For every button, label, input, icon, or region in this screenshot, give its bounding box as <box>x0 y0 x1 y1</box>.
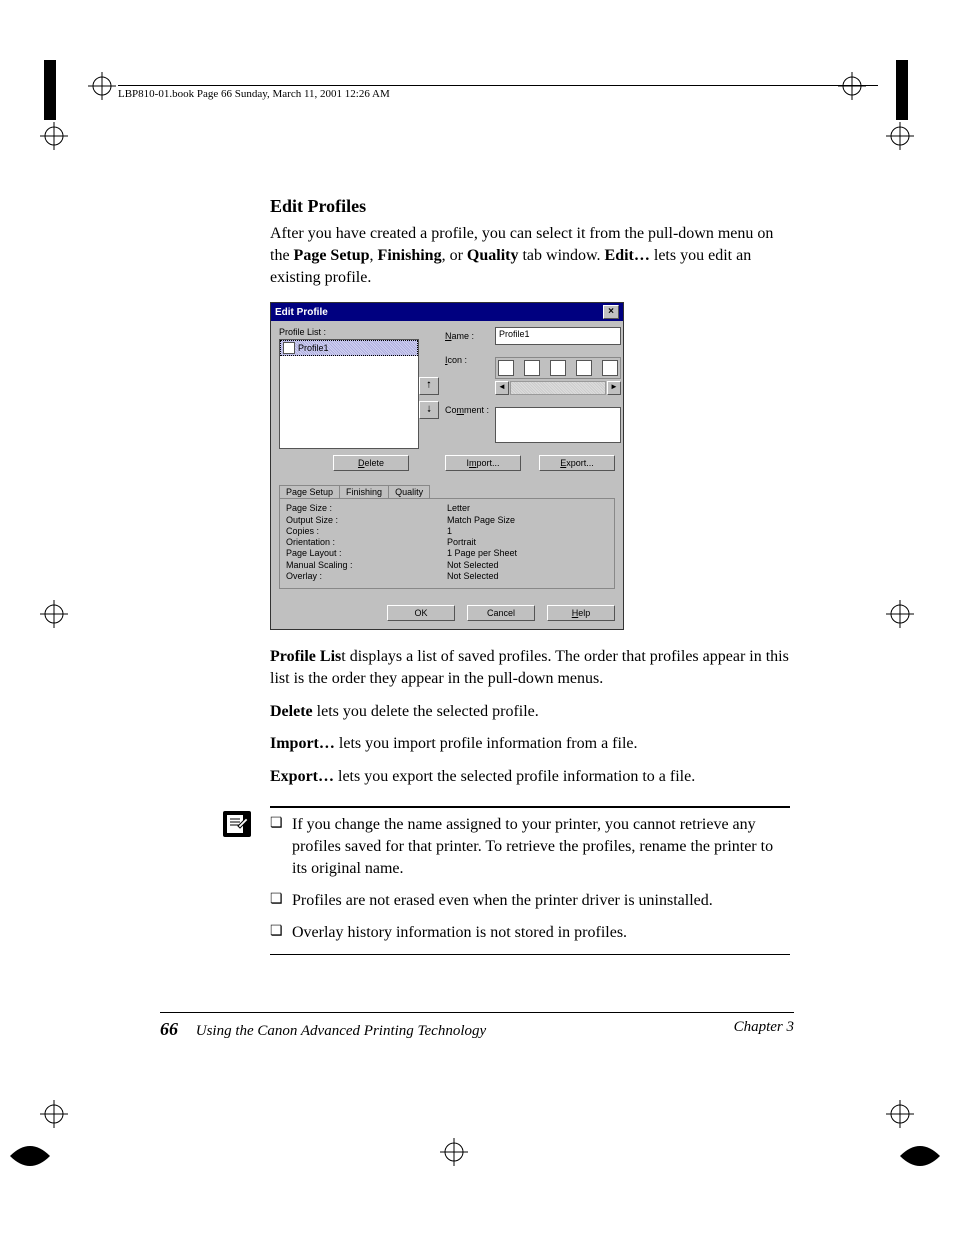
dialog-title: Edit Profile <box>275 307 328 318</box>
text: , <box>370 247 378 264</box>
header-text: LBP810-01.book Page 66 Sunday, March 11,… <box>118 88 390 100</box>
prop-value: Portrait <box>447 537 608 548</box>
icon-option[interactable] <box>550 360 566 376</box>
edit-profile-dialog: Edit Profile × Profile List : Profile1 ⭡ <box>270 302 624 630</box>
footer-left: Using the Canon Advanced Printing Techno… <box>196 1023 486 1039</box>
book-header: LBP810-01.book Page 66 Sunday, March 11,… <box>118 85 878 100</box>
text-bold: Import… <box>270 735 335 752</box>
text: lets you delete the selected profile. <box>313 703 539 720</box>
import-button[interactable]: Import... <box>445 455 521 471</box>
reg-mark-icon <box>838 72 866 100</box>
profile-list-label: Profile List : <box>279 327 419 337</box>
reg-mark-icon <box>88 72 116 100</box>
desc-delete: Delete lets you delete the selected prof… <box>270 701 790 723</box>
reg-mark-icon <box>886 1100 914 1128</box>
text: t displays a list of saved profiles. The… <box>270 648 789 687</box>
profile-list-item[interactable]: Profile1 <box>280 340 418 356</box>
profile-name: Profile1 <box>298 343 329 353</box>
scroll-right-icon[interactable]: ► <box>607 381 621 395</box>
page-content: Edit Profiles After you have created a p… <box>270 196 790 955</box>
intro-paragraph: After you have created a profile, you ca… <box>270 223 790 288</box>
prop-value: 1 <box>447 526 608 537</box>
page-footer: 66 Using the Canon Advanced Printing Tec… <box>160 1012 794 1040</box>
scroll-left-icon[interactable]: ◄ <box>495 381 509 395</box>
icon-option[interactable] <box>602 360 618 376</box>
text: lets you export the selected profile inf… <box>334 768 695 785</box>
notes-block: If you change the name assigned to your … <box>270 806 790 955</box>
page-number: 66 <box>160 1019 178 1039</box>
text-bold: Export… <box>270 768 334 785</box>
text-bold: Edit… <box>605 247 650 264</box>
reg-mark-icon <box>440 1138 468 1166</box>
text-bold: Profile Lis <box>270 648 341 665</box>
comment-input[interactable] <box>495 407 621 443</box>
prop-value: Match Page Size <box>447 515 608 526</box>
note-item: Overlay history information is not store… <box>292 922 790 944</box>
desc-import: Import… lets you import profile informat… <box>270 733 790 755</box>
prop-value: 1 Page per Sheet <box>447 548 608 559</box>
text: tab window. <box>518 247 604 264</box>
name-input[interactable]: Profile1 <box>495 327 621 345</box>
icon-picker[interactable] <box>495 357 621 379</box>
move-up-button[interactable]: ⭡ <box>419 377 439 395</box>
prop-label: Page Layout : <box>286 548 447 559</box>
binding-decor-icon <box>36 60 64 160</box>
icon-option[interactable] <box>576 360 592 376</box>
prop-value: Not Selected <box>447 571 608 582</box>
binding-decor-icon <box>888 60 916 160</box>
binding-decor-icon <box>10 1136 50 1176</box>
text-bold: Quality <box>467 247 519 264</box>
text: lets you import profile information from… <box>335 735 638 752</box>
desc-profile-list: Profile List displays a list of saved pr… <box>270 646 790 691</box>
profile-list[interactable]: Profile1 <box>279 339 419 449</box>
note-icon <box>222 810 252 838</box>
text-bold: Finishing <box>378 247 442 264</box>
reg-mark-icon <box>40 1100 68 1128</box>
prop-label: Copies : <box>286 526 447 537</box>
help-button[interactable]: Help <box>547 605 615 621</box>
footer-right: Chapter 3 <box>734 1019 794 1040</box>
prop-label: Page Size : <box>286 503 447 514</box>
prop-value: Letter <box>447 503 608 514</box>
text-bold: Page Setup <box>294 247 370 264</box>
properties-panel: Page Size : Output Size : Copies : Orien… <box>279 498 615 589</box>
document-icon <box>283 342 295 354</box>
note-item: Profiles are not erased even when the pr… <box>292 890 790 912</box>
close-icon[interactable]: × <box>603 305 619 319</box>
reg-mark-icon <box>40 600 68 628</box>
prop-value: Not Selected <box>447 560 608 571</box>
prop-label: Overlay : <box>286 571 447 582</box>
move-down-button[interactable]: ⭣ <box>419 401 439 419</box>
dialog-tabs: Page Setup Finishing Quality <box>279 485 615 498</box>
text: , or <box>442 247 467 264</box>
desc-export: Export… lets you export the selected pro… <box>270 766 790 788</box>
reg-mark-icon <box>886 600 914 628</box>
icon-option[interactable] <box>524 360 540 376</box>
tab-quality[interactable]: Quality <box>388 485 430 498</box>
tab-finishing[interactable]: Finishing <box>339 485 389 498</box>
text-bold: Delete <box>270 703 313 720</box>
cancel-button[interactable]: Cancel <box>467 605 535 621</box>
section-title: Edit Profiles <box>270 196 790 217</box>
prop-label: Orientation : <box>286 537 447 548</box>
prop-label: Manual Scaling : <box>286 560 447 571</box>
tab-page-setup[interactable]: Page Setup <box>279 485 340 498</box>
export-button[interactable]: Export... <box>539 455 615 471</box>
delete-button[interactable]: Delete <box>333 455 409 471</box>
prop-label: Output Size : <box>286 515 447 526</box>
note-item: If you change the name assigned to your … <box>292 814 790 880</box>
name-label: Name : <box>445 331 491 341</box>
icon-option[interactable] <box>498 360 514 376</box>
icon-label: Icon : <box>445 355 491 395</box>
comment-label: Comment : <box>445 405 491 443</box>
dialog-titlebar: Edit Profile × <box>271 303 623 321</box>
ok-button[interactable]: OK <box>387 605 455 621</box>
binding-decor-icon <box>900 1136 940 1176</box>
